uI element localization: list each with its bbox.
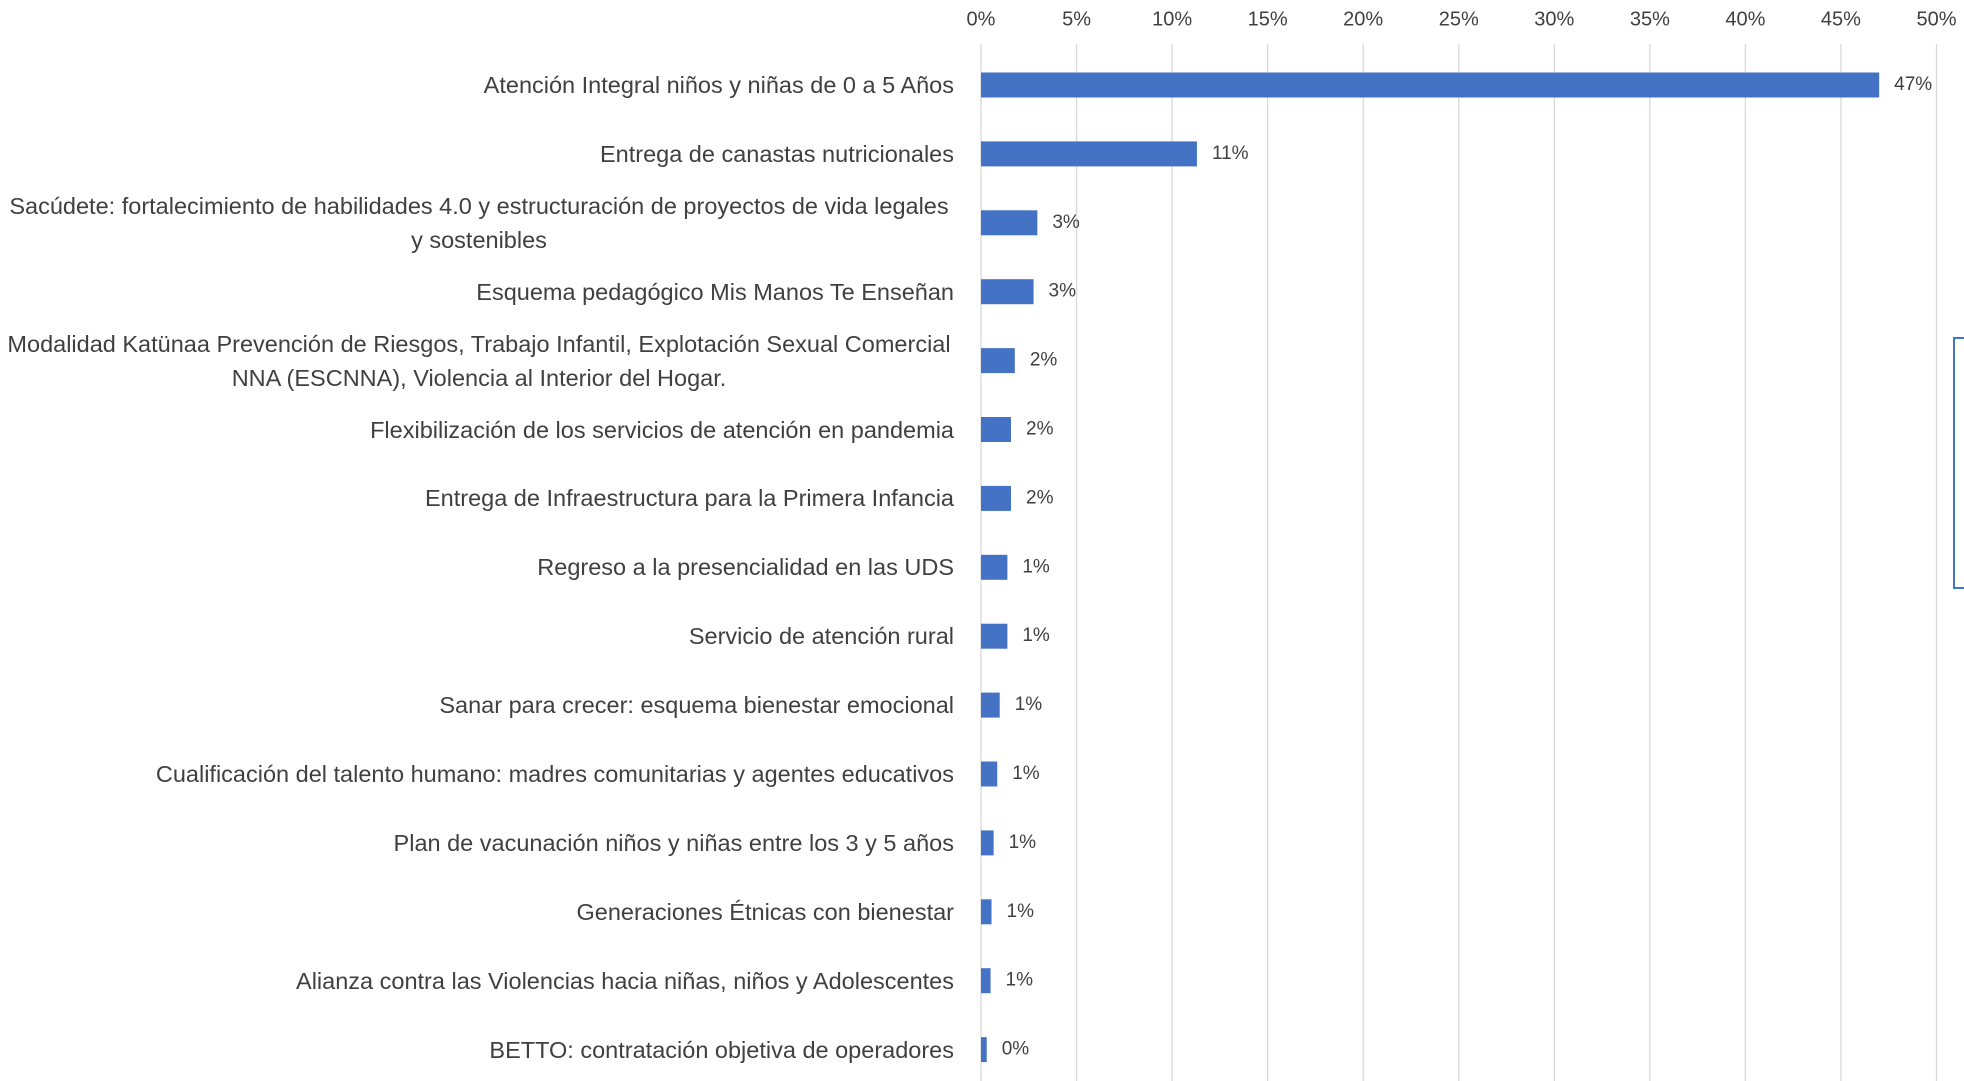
x-tick-label: 15% [1248, 8, 1288, 30]
data-label: 2% [1030, 350, 1058, 371]
data-label: 0% [1002, 1039, 1030, 1060]
bar [981, 554, 1008, 580]
category-label: Alianza contra las Violencias hacia niña… [296, 967, 954, 994]
category-label: Entrega de canastas nutricionales [599, 140, 954, 167]
x-tick-label: 40% [1725, 8, 1765, 30]
data-label: 1% [1015, 694, 1043, 715]
data-label: 3% [1052, 212, 1080, 233]
category-label: Modalidad Katünaa Prevención de Riesgos,… [7, 330, 951, 391]
data-label: 1% [1022, 625, 1050, 646]
data-label: 1% [1022, 556, 1050, 577]
category-label: Esquema pedagógico Mis Manos Te Enseñan [476, 278, 954, 305]
data-label: 11% [1212, 143, 1249, 164]
data-label: 2% [1026, 487, 1054, 508]
category-label: Atención Integral niños y niñas de 0 a 5… [483, 72, 954, 98]
legend-box [1953, 337, 1964, 589]
bar [981, 72, 1880, 98]
bar [981, 761, 998, 787]
bar [981, 899, 992, 925]
bar [981, 210, 1038, 236]
category-label: Regreso a la presencialidad en las UDS [537, 554, 954, 581]
bar [981, 830, 994, 856]
x-tick-label: 50% [1916, 8, 1956, 30]
category-label: Generaciones Étnicas con bienestar [576, 898, 954, 925]
bar [981, 485, 1012, 511]
category-label: Entrega de Infraestructura para la Prime… [424, 485, 954, 512]
x-tick-label: 25% [1439, 8, 1479, 30]
x-tick-label: 10% [1152, 8, 1192, 30]
category-label: Plan de vacunación niños y niñas entre l… [393, 829, 954, 856]
data-label: 1% [1007, 901, 1035, 922]
x-tick-label: 5% [1062, 8, 1091, 30]
x-tick-label: 45% [1821, 8, 1861, 30]
bar [981, 623, 1008, 649]
bar [981, 1037, 987, 1063]
bar [981, 141, 1197, 167]
x-tick-label: 30% [1534, 8, 1574, 30]
category-label: Servicio de atención rural [688, 623, 954, 650]
data-label: 1% [1012, 763, 1040, 784]
data-label: 1% [1006, 970, 1034, 991]
data-label: 47% [1894, 74, 1932, 95]
x-tick-label: 0% [967, 8, 996, 30]
bar [981, 348, 1015, 374]
bar [981, 279, 1034, 305]
category-label: Cualificación del talento humano: madres… [155, 761, 954, 787]
category-label: Sacúdete: fortalecimiento de habilidades… [9, 192, 949, 253]
bar [981, 968, 991, 994]
bar [981, 417, 1012, 442]
data-label: 1% [1009, 832, 1037, 853]
data-label: 3% [1049, 281, 1077, 302]
x-tick-label: 20% [1343, 8, 1383, 30]
category-label: Sanar para crecer: esquema bienestar emo… [439, 692, 954, 719]
x-tick-label: 35% [1630, 8, 1670, 30]
category-label: BETTO: contratación objetiva de operador… [489, 1036, 954, 1063]
bar [981, 692, 1000, 718]
data-label: 2% [1026, 419, 1054, 440]
category-label: Flexibilización de los servicios de aten… [370, 416, 954, 443]
